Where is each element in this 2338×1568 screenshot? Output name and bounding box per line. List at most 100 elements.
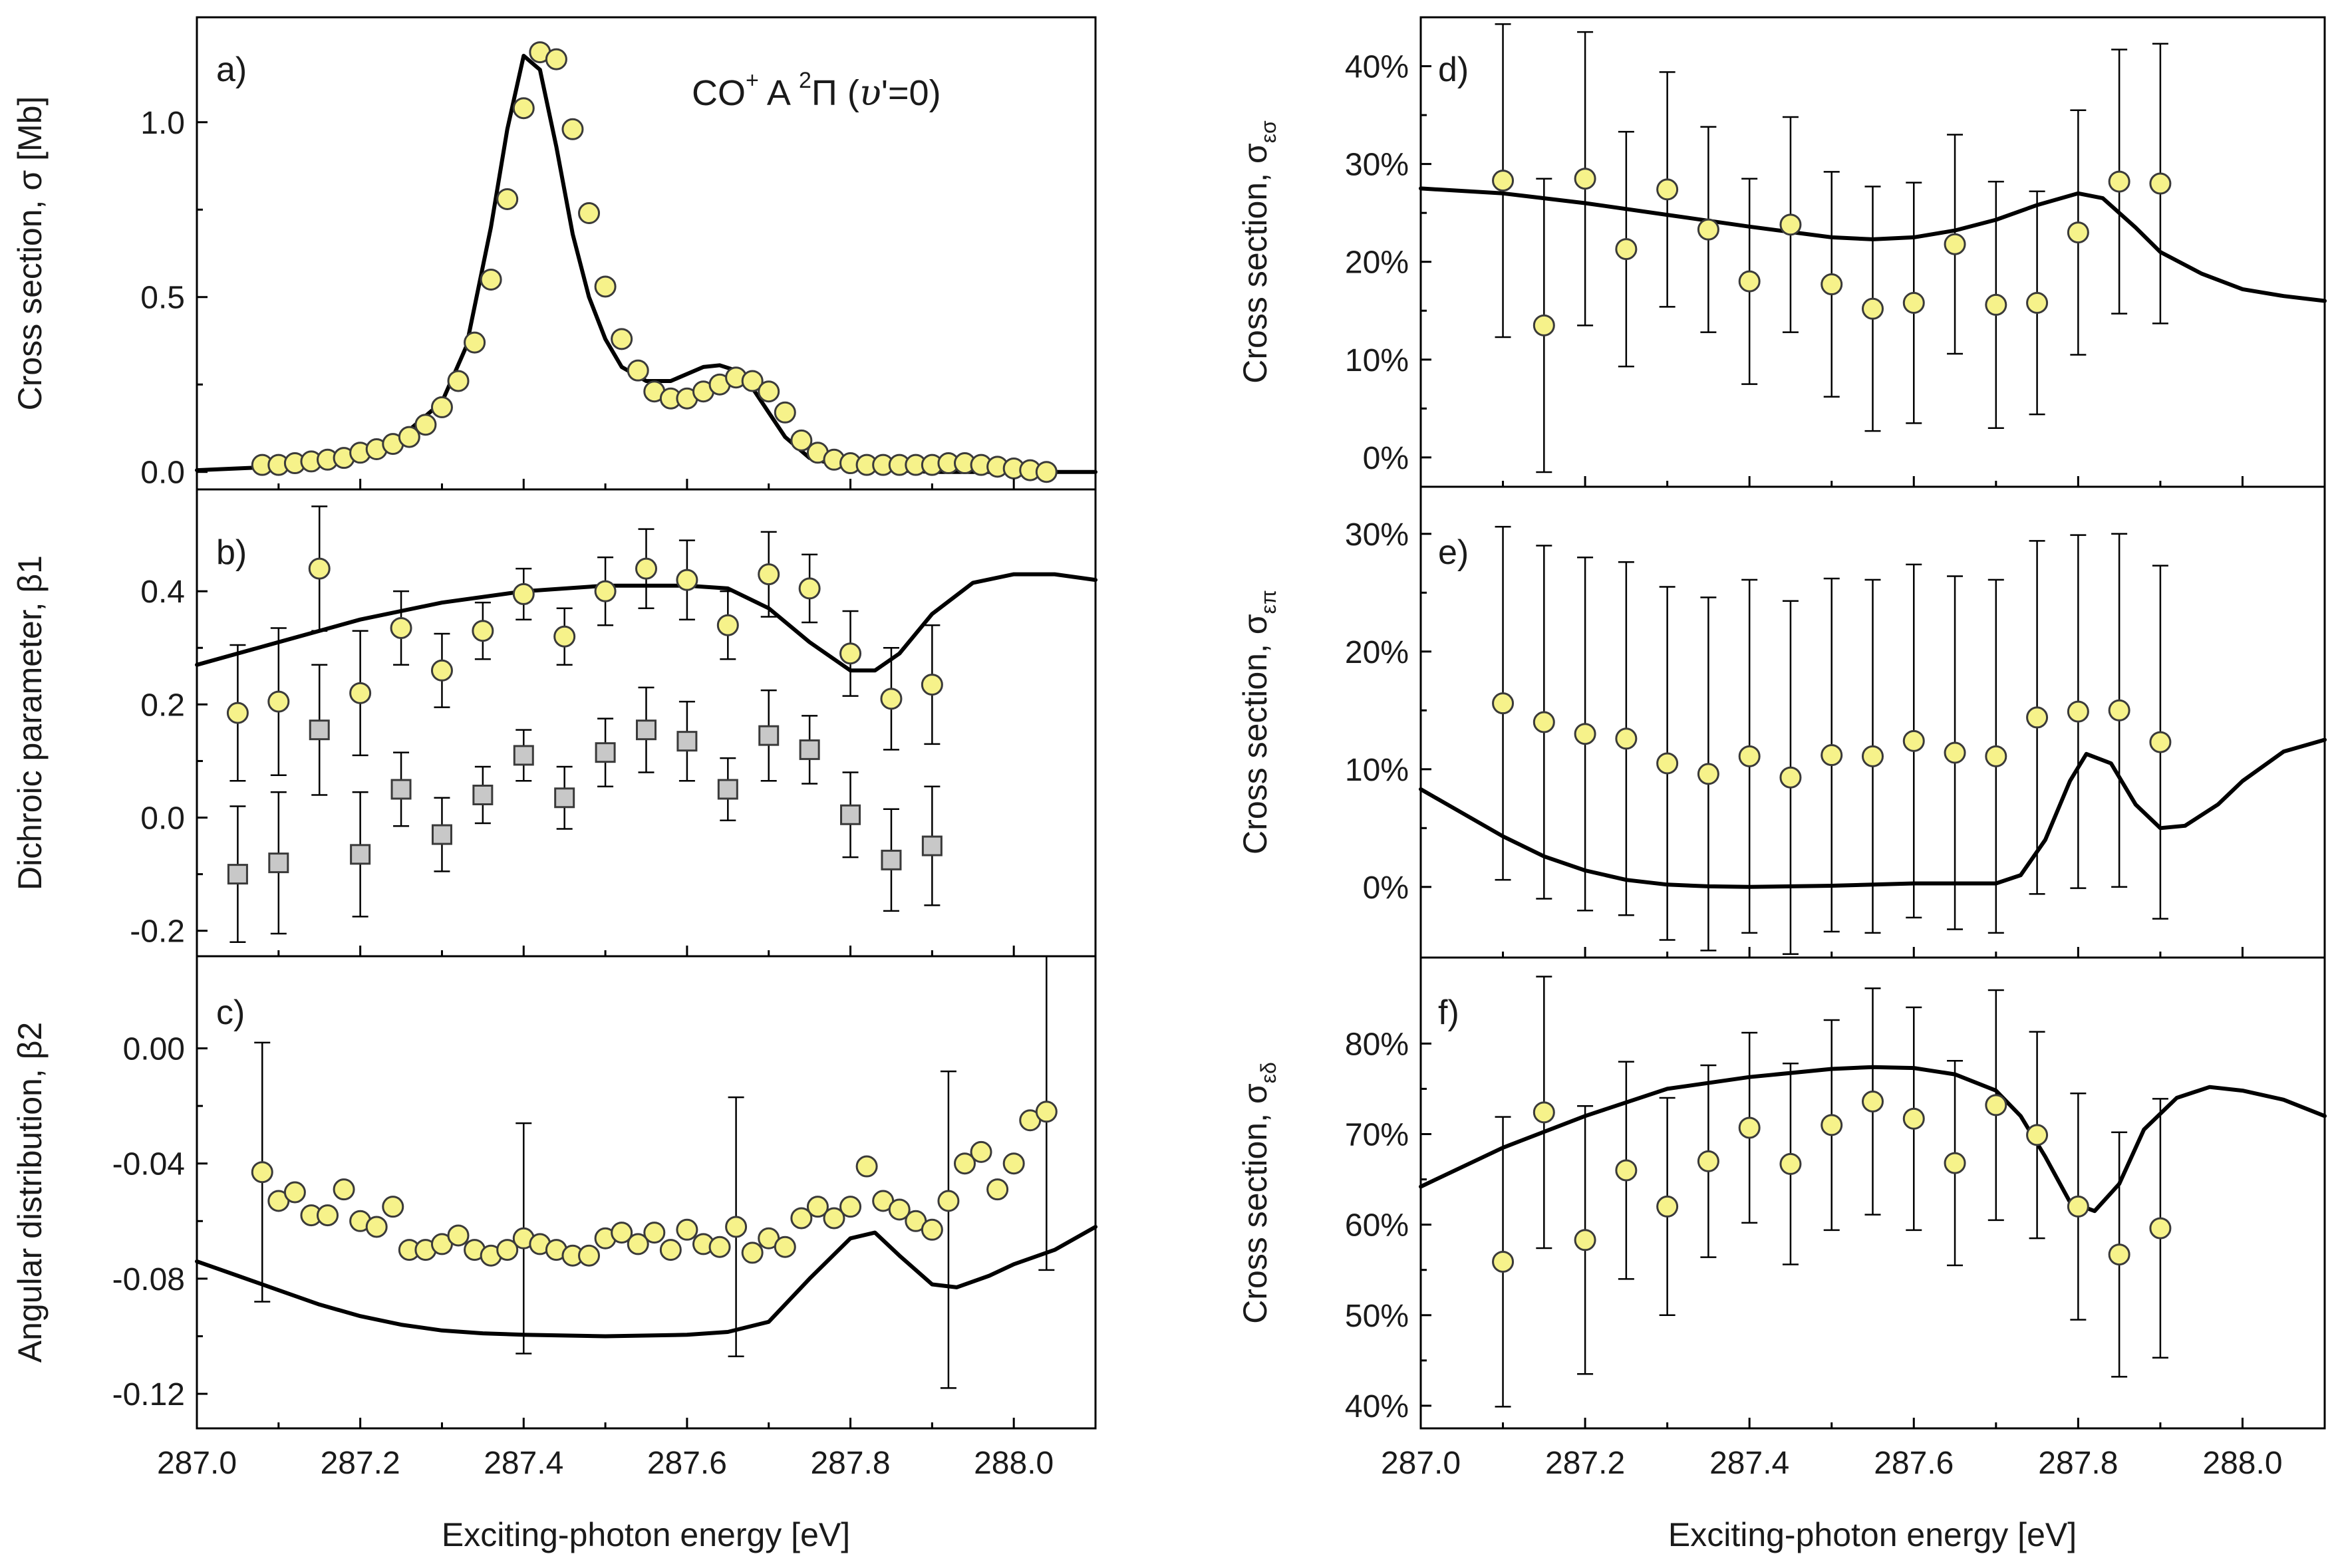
panel-a-data-point	[611, 328, 633, 350]
panel-f-data-point	[2108, 1243, 2130, 1266]
panel-e-yticks: 0% 10% 20% 30%	[1345, 517, 1431, 906]
panel-f-data-point	[1697, 1150, 1719, 1172]
panel-d-data-point	[1985, 293, 2007, 316]
panel-b-ytick-label: 0.2	[140, 688, 185, 723]
panel-a-data-point	[790, 429, 813, 452]
panel-d-sigma: d) Cross section, σεσ 0% 10% 20% 30% 40%	[1237, 16, 2327, 488]
panel-e-pi: e) Cross section, σεπ 0% 10% 20% 30%	[1237, 485, 2327, 959]
panel-c-theory-curve	[195, 1225, 1097, 1339]
panel-c-data-point	[251, 1161, 273, 1184]
panel-c-data-point	[774, 1236, 796, 1258]
panel-b-plot	[195, 505, 1097, 943]
panel-a-data-point	[578, 202, 601, 225]
panel-b-data-square	[717, 779, 738, 800]
panel-d-ytick-label: 10%	[1345, 343, 1409, 378]
x-tick-label: 287.6	[647, 1446, 727, 1481]
panel-a-data-point	[480, 268, 502, 291]
panel-e-ytick-label: 0%	[1363, 870, 1409, 906]
panel-d-label: d)	[1438, 51, 1469, 89]
panel-c-data-point	[790, 1207, 813, 1230]
panel-e-label: e)	[1438, 533, 1469, 572]
panel-d-plot	[1419, 23, 2327, 473]
x-tick-label: 288.0	[974, 1446, 1054, 1481]
panel-b-data-square	[472, 784, 494, 805]
panel-b-data-square	[227, 864, 248, 885]
panel-c-data-point	[725, 1216, 748, 1238]
panel-d-ytick-label: 30%	[1345, 148, 1409, 183]
panel-c-data-point	[970, 1140, 992, 1163]
panel-c-frame	[196, 955, 1097, 1430]
panel-e-plot	[1419, 525, 2327, 955]
panel-c-ytick-label: 0.00	[123, 1032, 185, 1067]
panel-b-ylabel: Dichroic parameter, β1	[11, 555, 49, 890]
panel-d-data-point	[1902, 291, 1925, 314]
panel-f-yticks: 40% 50% 60% 70% 80%	[1345, 1027, 1431, 1424]
panel-d-data-point	[1574, 168, 1596, 190]
x-axis-right: 287.0 287.2 287.4 287.6 287.8 288.0	[1381, 476, 2326, 1481]
x-tick-label: 287.6	[1874, 1446, 1954, 1481]
x-axis-left: 287.0 287.2 287.4 287.6 287.8 288.0	[157, 479, 1097, 1481]
panel-d-ytick-label: 40%	[1345, 50, 1409, 85]
panel-a-data-point	[758, 380, 780, 403]
panel-e-data-point	[1738, 745, 1761, 767]
panel-c-data-point	[283, 1181, 306, 1204]
panel-b-data-point	[226, 702, 249, 724]
panel-c-data-point	[855, 1155, 878, 1178]
panel-b-data-square	[595, 742, 616, 763]
panel-c-data-point	[708, 1236, 731, 1258]
panel-c-data-point	[676, 1218, 698, 1241]
panel-e-data-point	[1862, 745, 1884, 767]
panel-c-ytick-label: -0.12	[112, 1377, 185, 1412]
panel-f-theory-curve	[1419, 1065, 2327, 1214]
panel-e-ytick-label: 30%	[1345, 517, 1409, 553]
panel-c-data-point	[1035, 1101, 1058, 1123]
panel-f-frame	[1419, 956, 2326, 1430]
panel-f-ytick-label: 60%	[1345, 1208, 1409, 1243]
panel-a-data-point	[627, 359, 649, 382]
panel-b-data-point	[635, 557, 657, 580]
panel-c-label: c)	[216, 993, 245, 1032]
panel-d-data-point	[1492, 170, 1515, 192]
panel-e-data-point	[1779, 766, 1802, 789]
panel-b-theory-curve	[195, 572, 1097, 673]
panel-e-data-point	[1492, 692, 1515, 715]
panel-c-data-point	[823, 1207, 845, 1230]
panel-e-ylabel: Cross section, σεπ	[1237, 590, 1280, 854]
panel-c-data-point	[578, 1244, 601, 1267]
panel-b-data-point	[758, 563, 780, 586]
panel-a-yticks: 0.0 0.5 1.0	[140, 106, 208, 491]
panel-c-data-point	[447, 1224, 470, 1247]
panel-b-data-point	[839, 642, 862, 665]
panel-d-data-point	[2108, 170, 2130, 193]
panel-d-data-point	[2149, 172, 2172, 195]
panel-f-data-point	[2067, 1195, 2089, 1218]
panel-a-ytick-label: 1.0	[140, 106, 185, 141]
panel-b-data-point	[308, 557, 331, 580]
panel-c-data-point	[365, 1216, 388, 1238]
panel-c-data-point	[317, 1204, 339, 1227]
panel-a-data-point	[1035, 461, 1058, 483]
panel-b-data-square	[799, 739, 820, 760]
panel-b-data-square	[881, 849, 902, 870]
x-tick-label: 287.4	[484, 1446, 563, 1481]
panel-d-data-point	[1779, 213, 1802, 236]
panel-b-data-square	[840, 804, 861, 825]
panel-b-data-point	[472, 620, 494, 642]
panel-c-ylabel: Angular distribution, β2	[11, 1022, 49, 1363]
panel-b-data-point	[390, 616, 412, 639]
panel-f-data-point	[1574, 1229, 1596, 1251]
panel-e-data-point	[1533, 711, 1555, 733]
panel-b-data-point	[512, 583, 535, 605]
panel-a-data-point	[414, 414, 437, 436]
panel-b-data-square	[636, 719, 657, 741]
panel-b-data-square	[309, 719, 330, 741]
panel-c-data-point	[888, 1198, 911, 1221]
x-tick-label: 288.0	[2202, 1446, 2282, 1481]
panel-c-data-point	[1002, 1152, 1025, 1175]
panel-a-ylabel: Cross section, σ [Mb]	[11, 96, 49, 411]
panel-f-data-point	[1492, 1250, 1515, 1273]
panel-d-data-point	[1615, 238, 1638, 261]
panel-c-yticks: -0.12 -0.08 -0.04 0.00	[112, 1032, 208, 1412]
panel-b-data-point	[594, 580, 617, 602]
